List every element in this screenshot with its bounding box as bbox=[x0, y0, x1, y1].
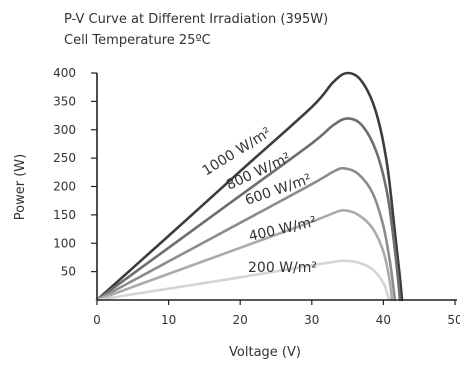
series-label-4: 200 W/m² bbox=[248, 260, 317, 276]
chart-title: P-V Curve at Different Irradiation (395W… bbox=[64, 12, 328, 27]
chart-subtitle: Cell Temperature 25ºC bbox=[64, 33, 211, 48]
series-label-3: 400 W/m² bbox=[247, 214, 318, 245]
x-tick-layer: 0 10 20 30 40 50 bbox=[93, 300, 460, 327]
y-tick-label-1: 100 bbox=[53, 236, 76, 250]
x-tick-label-1: 10 bbox=[161, 313, 176, 327]
y-tick-label-7: 400 bbox=[53, 66, 76, 80]
y-axis-title: Power (W) bbox=[13, 154, 28, 220]
x-tick-label-2: 20 bbox=[233, 313, 248, 327]
series-layer bbox=[95, 71, 404, 302]
x-tick-label-4: 40 bbox=[376, 313, 391, 327]
series-line-1 bbox=[95, 117, 402, 302]
x-tick-label-5: 50 bbox=[447, 313, 460, 327]
y-tick-label-0: 50 bbox=[61, 265, 76, 279]
series-line-4 bbox=[95, 259, 391, 302]
x-tick-label-0: 0 bbox=[93, 313, 101, 327]
y-tick-label-6: 350 bbox=[53, 94, 76, 108]
x-tick-label-3: 30 bbox=[304, 313, 319, 327]
y-tick-label-3: 200 bbox=[53, 180, 76, 194]
series-line-3 bbox=[95, 208, 394, 302]
series-line-0 bbox=[95, 71, 404, 302]
x-axis-title: Voltage (V) bbox=[229, 345, 301, 360]
y-tick-layer: 50 100 150 200 250 300 350 400 bbox=[53, 66, 97, 279]
y-tick-label-2: 150 bbox=[53, 208, 76, 222]
y-tick-label-4: 250 bbox=[53, 151, 76, 165]
series-line-2 bbox=[95, 166, 397, 302]
y-tick-label-5: 300 bbox=[53, 123, 76, 137]
